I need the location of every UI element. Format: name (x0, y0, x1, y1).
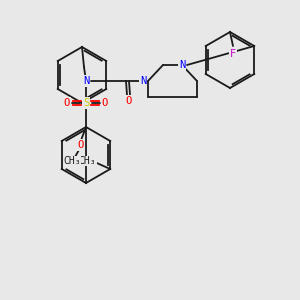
Text: N: N (179, 60, 185, 70)
Text: O: O (102, 98, 108, 108)
Text: O: O (125, 96, 131, 106)
Text: N: N (140, 76, 146, 86)
Text: F: F (230, 49, 236, 59)
Text: CH₃: CH₃ (78, 156, 96, 166)
Text: N: N (83, 76, 89, 86)
Text: O: O (64, 98, 70, 108)
Text: CH₃: CH₃ (63, 156, 81, 166)
Text: O: O (77, 140, 83, 150)
Text: S: S (83, 98, 89, 108)
